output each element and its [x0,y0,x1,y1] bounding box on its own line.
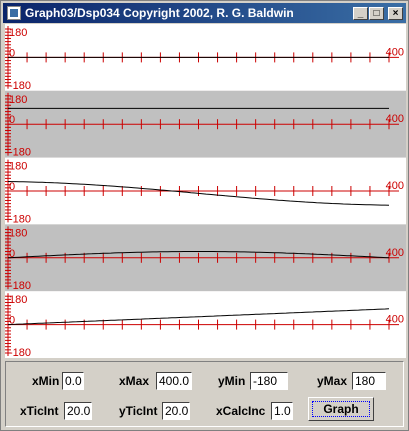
plot-2-origin-label: 0 [9,114,15,126]
ymax-label: yMax [317,374,348,388]
plot-3-curve [7,181,390,206]
plot-1-origin-label: 0 [9,47,15,59]
xmin-label: xMin [32,374,60,388]
plot-5-ymin-label: -180 [9,347,31,358]
plot-5-curve [7,308,390,326]
plot-3-xmax-label: 400 [386,180,404,192]
plot-2-xmax-label: 400 [386,113,404,125]
plot-4-ymin-label: -180 [9,280,31,292]
plot-4-xmax-label: 400 [386,247,404,259]
plot-5-ymax-label: 180 [9,294,27,306]
plot-1-ymin-label: -180 [9,80,31,92]
plot-2-ymin-label: -180 [9,147,31,159]
control-panel: xMin 0.0 xMax 400.0 yMin -180 yMax 180 x… [5,361,404,427]
ymin-label: yMin [218,374,246,388]
plot-2-ymax-label: 180 [9,94,27,106]
window-title: Graph03/Dsp034 Copyright 2002, R. G. Bal… [25,6,294,20]
xticint-label: xTicInt [20,404,59,418]
xmax-label: xMax [119,374,150,388]
close-button[interactable]: × [388,7,403,20]
xticint-field[interactable]: 20.0 [64,402,92,420]
plot-5-xmax-label: 400 [386,314,404,326]
graph-button[interactable]: Graph [308,397,374,421]
xmax-field[interactable]: 400.0 [156,372,192,390]
xmin-field[interactable]: 0.0 [62,372,84,390]
plot-4-ymax-label: 180 [9,227,27,239]
java-app-icon[interactable] [7,6,21,20]
ymin-field[interactable]: -180 [250,372,288,390]
minimize-button[interactable]: _ [353,7,368,20]
yticint-label: yTicInt [119,404,158,418]
plot-4-curve [7,251,390,259]
xcalcinc-label: xCalcInc [216,404,266,418]
plot-3-origin-label: 0 [9,181,15,193]
plot-5-origin-label: 0 [9,315,15,327]
maximize-button[interactable]: □ [369,7,384,20]
plot-3-ymin-label: -180 [9,213,31,225]
plot-1-ymax-label: 180 [9,27,27,39]
xcalcinc-field[interactable]: 1.0 [271,402,293,420]
ymax-field[interactable]: 180 [352,372,386,390]
plot-area: 180 -180 0 400 180 -180 0 400 180 -180 0 400 180 -180… [5,24,406,358]
yticint-field[interactable]: 20.0 [162,402,190,420]
title-bar[interactable]: Graph03/Dsp034 Copyright 2002, R. G. Bal… [3,3,406,23]
plot-3-ymax-label: 180 [9,161,27,173]
plot-4-origin-label: 0 [9,248,15,260]
plot-1-xmax-label: 400 [386,46,404,58]
